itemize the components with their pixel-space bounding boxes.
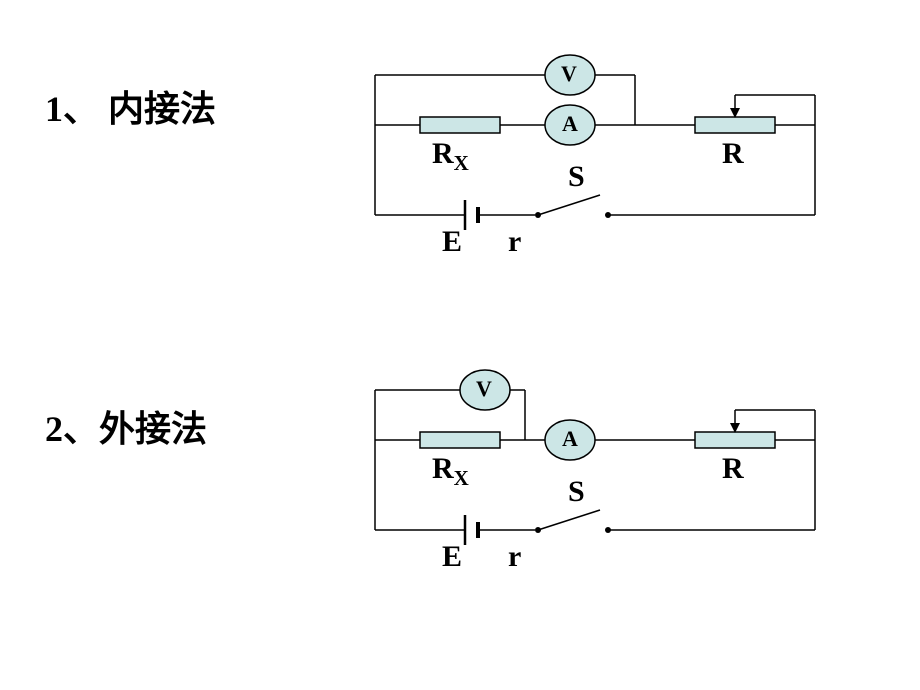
c2-V-label: V bbox=[476, 376, 492, 402]
c2-r-label: r bbox=[508, 540, 521, 574]
section2-title: 2、外接法 bbox=[45, 400, 207, 452]
c1-V-label: V bbox=[561, 61, 577, 87]
c1-Rx-label: RX bbox=[432, 137, 469, 176]
c1-R-label: R bbox=[722, 137, 744, 171]
c1-A-label: A bbox=[562, 111, 578, 137]
section1-title: 1、 内接法 bbox=[45, 80, 216, 132]
c2-E-label: E bbox=[442, 540, 462, 574]
circuit1-svg bbox=[360, 40, 830, 270]
circuit2-svg bbox=[360, 355, 830, 585]
circuit2: V A RX R S E r bbox=[360, 355, 830, 585]
c1-S-label: S bbox=[568, 160, 585, 194]
c2-R-label: R bbox=[722, 452, 744, 486]
c2-S-label: S bbox=[568, 475, 585, 509]
c1-E-label: E bbox=[442, 225, 462, 259]
c2-A-label: A bbox=[562, 426, 578, 452]
c2-Rx-label: RX bbox=[432, 452, 469, 491]
c1-r-label: r bbox=[508, 225, 521, 259]
circuit1: V A RX R S E r bbox=[360, 40, 830, 270]
